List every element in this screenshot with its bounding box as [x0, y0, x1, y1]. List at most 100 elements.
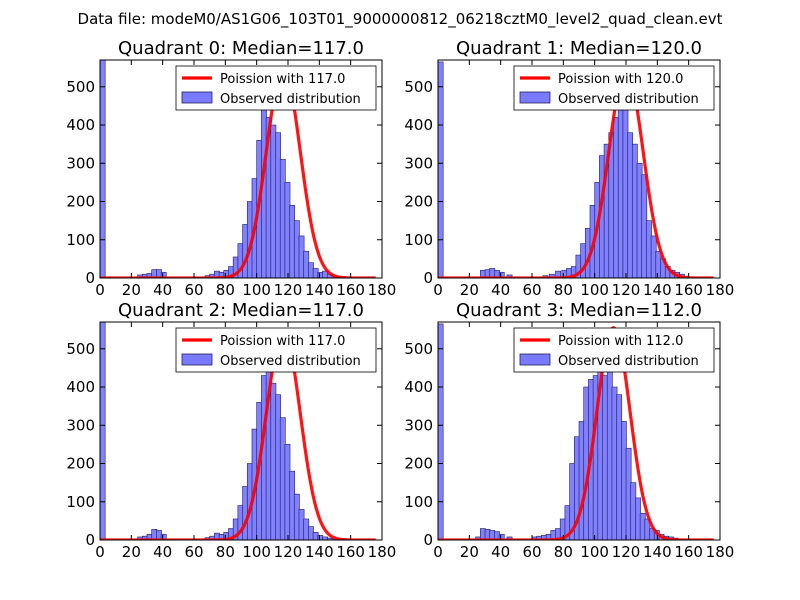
histogram-bar [160, 533, 167, 540]
y-tick-label: 500 [404, 78, 433, 96]
y-tick-label: 0 [85, 531, 95, 549]
x-tick-label: 180 [368, 281, 397, 299]
histogram-bar [602, 375, 608, 540]
x-tick-label: 80 [554, 281, 573, 299]
y-tick-label: 0 [423, 531, 433, 549]
x-tick-label: 80 [554, 543, 573, 561]
x-tick-label: 60 [522, 281, 541, 299]
quadrant-2-plot-area [100, 322, 376, 540]
legend: Poission with 117.0 Observed distribution [175, 327, 377, 373]
y-tick-label: 400 [404, 378, 433, 396]
histogram-bar [622, 105, 629, 278]
y-tick-label: 200 [66, 455, 95, 473]
x-tick-label: 140 [643, 543, 672, 561]
x-tick-label: 60 [184, 543, 203, 561]
histogram-bar [548, 273, 555, 278]
histogram-bar [646, 220, 652, 278]
histogram-bar [606, 371, 613, 540]
legend: Poission with 112.0 Observed distribution [513, 327, 715, 373]
x-tick-label: 140 [305, 281, 334, 299]
panel-title: Quadrant 3: Median=112.0 [456, 300, 702, 321]
y-tick-label: 100 [404, 493, 433, 511]
histogram-bar [298, 509, 305, 540]
x-tick-label: 40 [153, 281, 172, 299]
y-tick-label: 0 [423, 269, 433, 287]
histogram-bar [655, 250, 662, 278]
poisson-curve [100, 66, 376, 278]
x-tick-label: 120 [612, 281, 641, 299]
histogram-bar [312, 532, 319, 540]
quadrant-0-panel: 0 20 40 60 80 100 120 140 160 1800100200300400500… [66, 38, 396, 299]
histogram-bar [641, 174, 648, 278]
poisson-curve [438, 325, 714, 540]
panel-title: Quadrant 0: Median=117.0 [118, 38, 364, 59]
y-tick-label: 400 [66, 116, 95, 134]
histogram-bar [616, 394, 623, 540]
x-tick-label: 0 [433, 281, 443, 299]
legend-label-poisson: Poission with 120.0 [558, 72, 683, 87]
histogram-bar [317, 535, 324, 540]
x-tick-label: 20 [122, 543, 141, 561]
y-tick-label: 300 [404, 416, 433, 434]
histogram-bar [625, 447, 632, 540]
histogram-bar [293, 493, 300, 540]
y-tick-label: 100 [404, 231, 433, 249]
x-tick-label: 180 [368, 543, 397, 561]
histogram-bar [438, 61, 444, 278]
y-tick-label: 500 [404, 340, 433, 358]
histogram-bar [650, 235, 657, 278]
y-tick-label: 200 [404, 455, 433, 473]
histogram-bar [284, 444, 291, 540]
histogram-bar [303, 250, 310, 278]
histogram-bar [275, 132, 281, 278]
legend-label-observed: Observed distribution [220, 92, 361, 107]
histogram-bar [312, 268, 319, 278]
figure-suptitle: Data file: modeM0/AS1G06_103T01_90000008… [78, 10, 723, 29]
axes-frame [99, 321, 383, 541]
histogram-bar [289, 470, 296, 540]
x-tick-label: 80 [216, 543, 235, 561]
histogram-bar [636, 162, 643, 278]
x-tick-label: 160 [336, 543, 365, 561]
x-tick-label: 120 [612, 543, 641, 561]
x-tick-label: 60 [522, 543, 541, 561]
y-tick-label: 300 [66, 154, 95, 172]
histogram-bar [631, 143, 638, 278]
x-tick-label: 20 [460, 543, 479, 561]
x-tick-label: 180 [706, 281, 735, 299]
legend-bar-swatch [181, 353, 213, 366]
x-tick-label: 120 [274, 281, 303, 299]
histogram-bar [317, 271, 324, 278]
y-tick-label: 0 [85, 269, 95, 287]
histogram-bar [242, 224, 249, 278]
x-tick-label: 160 [674, 281, 703, 299]
histogram-bar [270, 382, 277, 540]
x-tick-label: 20 [122, 281, 141, 299]
legend-bar-swatch [181, 91, 213, 104]
legend-label-observed: Observed distribution [220, 354, 361, 369]
x-tick-label: 100 [242, 543, 271, 561]
histogram-bar [498, 533, 505, 540]
y-tick-label: 400 [66, 378, 95, 396]
x-tick-label: 140 [305, 543, 334, 561]
histogram-bar [100, 322, 106, 540]
x-tick-label: 180 [706, 543, 735, 561]
histogram-bar [613, 117, 619, 278]
quadrant-0-plot-area [100, 60, 376, 278]
panel-title: Quadrant 1: Median=120.0 [456, 38, 702, 59]
histogram-bar [303, 518, 310, 540]
legend-label-poisson: Poission with 117.0 [220, 334, 345, 349]
histogram-bar [583, 386, 590, 540]
x-tick-label: 20 [460, 281, 479, 299]
histogram-bar [630, 482, 637, 540]
y-tick-label: 200 [404, 193, 433, 211]
y-tick-label: 500 [66, 340, 95, 358]
x-tick-label: 60 [184, 281, 203, 299]
x-tick-label: 0 [95, 543, 105, 561]
histogram-bar [627, 132, 634, 278]
quadrant-1-panel: 0 20 40 60 80 100 120 140 160 1800100200300400500… [404, 38, 734, 299]
legend-label-poisson: Poission with 112.0 [558, 334, 683, 349]
x-tick-label: 100 [580, 543, 609, 561]
y-tick-label: 200 [66, 193, 95, 211]
